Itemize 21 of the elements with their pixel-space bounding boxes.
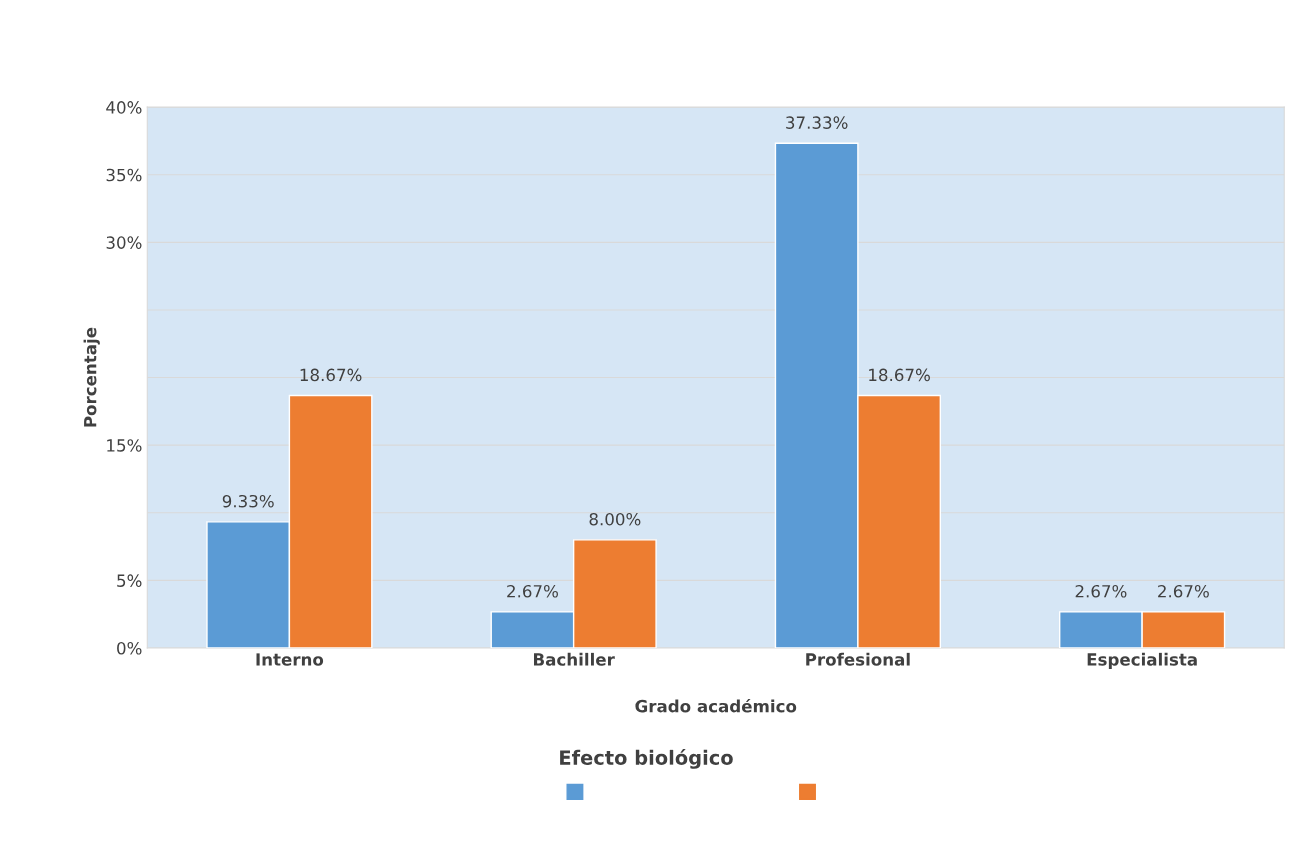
data-label: 2.67% [1158, 584, 1209, 598]
legend-title: Efecto biológico [560, 749, 733, 769]
data-label: 18.67% [869, 368, 930, 382]
data-label: 37.33% [786, 116, 848, 129]
data-label: 9.33% [222, 494, 274, 508]
y-axis-title: Porcentaje [83, 327, 100, 427]
y-tick-label: 0% [117, 641, 142, 655]
x-tick-label: Especialista [1087, 652, 1197, 669]
data-label: 18.67% [300, 368, 362, 382]
data-label: 2.67% [1075, 584, 1127, 598]
y-tick-label: 40% [106, 101, 142, 114]
x-tick-label: Bachiller [534, 652, 615, 666]
data-label: 2.67% [507, 584, 558, 598]
x-tick-label: Profesional [806, 652, 910, 666]
y-tick-label: 30% [106, 236, 142, 249]
y-tick-label: 5% [117, 574, 142, 587]
data-label: 8.00% [589, 512, 641, 526]
y-tick-label: 35% [106, 168, 142, 182]
x-axis-title: Grado académico [635, 698, 797, 713]
y-tick-label: 15% [107, 439, 142, 452]
x-tick-label: Interno [256, 653, 324, 666]
